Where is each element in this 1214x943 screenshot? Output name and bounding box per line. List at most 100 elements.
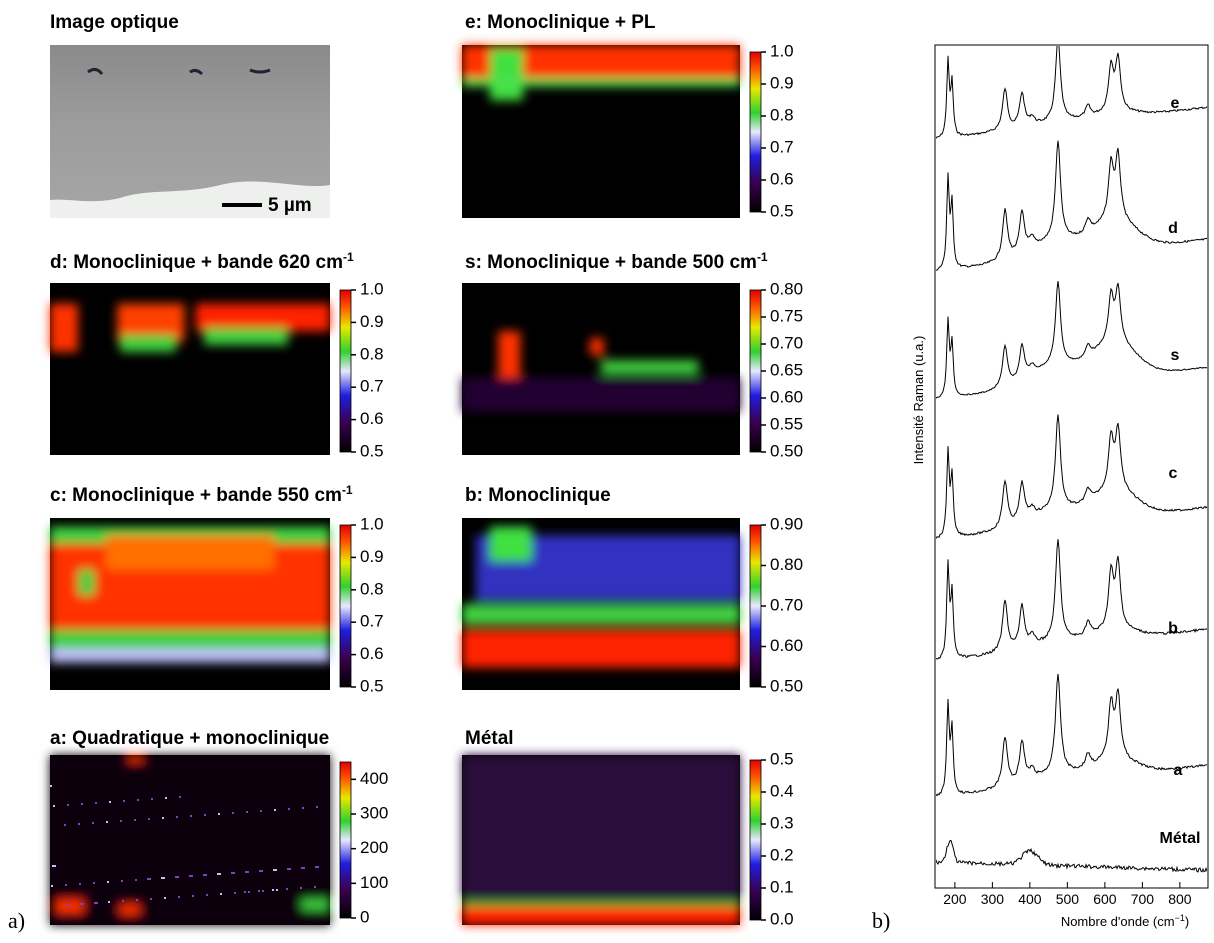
map-region (106, 535, 274, 570)
map-region (462, 901, 740, 907)
colorbar-tick-label: 0.1 (770, 877, 794, 896)
colorbar-tick-label: 0.6 (360, 409, 384, 428)
colorbar-tick-label: 0.75 (770, 306, 803, 325)
colorbar-tick-label: 0.8 (360, 344, 384, 363)
map-dot (261, 870, 263, 872)
map-dot (52, 865, 54, 867)
map-dot (192, 895, 194, 897)
x-axis-label-end: ) (1185, 914, 1189, 929)
map-dot (219, 873, 221, 875)
map-dot (66, 904, 68, 906)
map-region (120, 904, 140, 915)
map-content (462, 331, 740, 412)
map-dot (234, 892, 236, 894)
colorbar-tick-label: 0.9 (360, 547, 384, 566)
map-dot (164, 897, 166, 899)
colorbar (339, 524, 352, 688)
map-content (50, 526, 330, 663)
colorbar-tick-label: 400 (360, 769, 388, 788)
map-dot (301, 867, 303, 869)
colorbar-tick-label: 0 (360, 907, 369, 926)
map-dot (244, 891, 246, 893)
colorbar-tick-label: 0.60 (770, 387, 803, 406)
map-dot (205, 874, 207, 876)
panel-title: s: Monoclinique + bande 500 cm-1 (465, 250, 768, 273)
panel-label: a) (8, 908, 25, 933)
map-dot (275, 869, 277, 871)
colorbar-tick-label: 0.3 (770, 813, 794, 832)
colorbar-tick-label: 0.7 (360, 377, 384, 396)
colorbar-tick-label: 0.50 (770, 676, 803, 695)
spectrum-label: Métal (1160, 830, 1201, 847)
map-dot (303, 867, 305, 869)
spectrum (936, 140, 1207, 271)
map-dot (177, 876, 179, 878)
colorbar-tick-label: 0.2 (770, 845, 794, 864)
map-dot (300, 887, 302, 889)
spectrum (936, 839, 1207, 873)
colorbar-tick-label: 0.60 (770, 636, 803, 655)
map-region (462, 377, 740, 412)
map-dot (176, 816, 178, 818)
colorbar-tick-label: 0.0 (770, 909, 794, 928)
map-content (462, 755, 740, 925)
colorbar-tick-label: 0.80 (770, 555, 803, 574)
spectrum (936, 281, 1207, 399)
panel-title-text: e: Monoclinique + PL (465, 12, 656, 33)
colorbar (749, 51, 762, 213)
colorbar-tick-label: 0.50 (770, 441, 803, 460)
colorbar-tick-label: 0.55 (770, 414, 803, 433)
colorbar-tick-label: 0.9 (770, 73, 794, 92)
colorbar-tick-label: 0.6 (360, 644, 384, 663)
colorbar-tick-label: 0.4 (770, 781, 794, 800)
colorbar (339, 761, 352, 919)
colorbar-tick-label: 100 (360, 873, 388, 892)
map-dot (50, 785, 52, 787)
map-dot (67, 804, 69, 806)
map-region (55, 899, 84, 914)
map-dot (315, 866, 317, 868)
map-region (462, 755, 740, 900)
x-tick-label: 300 (981, 891, 1005, 907)
colorbar-tick-label: 1.0 (770, 41, 794, 60)
map-dot (191, 875, 193, 877)
spectrum-label: e (1171, 95, 1180, 112)
map-dot (260, 810, 262, 812)
map-region (120, 334, 176, 352)
panel-title-text: c: Monoclinique + bande 550 cm (50, 485, 342, 506)
colorbar-tick-label: 0.7 (770, 137, 794, 156)
colorbar-tick-label: 0.9 (360, 312, 384, 331)
map-dot (134, 819, 136, 821)
colorbar-tick-label: 0.70 (770, 595, 803, 614)
map-dot (206, 894, 208, 896)
spectrum (936, 46, 1207, 139)
map-dot (165, 797, 167, 799)
map-dot (231, 872, 233, 874)
colorbar-tick-label: 0.5 (360, 441, 384, 460)
map-region (204, 327, 288, 345)
map-dot (289, 868, 291, 870)
x-tick-label: 200 (943, 891, 967, 907)
map-dot (190, 815, 192, 817)
x-tick-label: 800 (1168, 891, 1192, 907)
map-dot (54, 865, 56, 867)
map-region (462, 604, 740, 625)
plot-frame (934, 44, 1209, 889)
map-dot (82, 903, 84, 905)
map-dot (245, 871, 247, 873)
colorbar-tick-label: 0.8 (770, 105, 794, 124)
colorbar-tick-label: 1.0 (360, 514, 384, 533)
map-dot (287, 868, 289, 870)
panel-title-text: b: Monoclinique (465, 485, 611, 506)
colorbar-tick-label: 300 (360, 803, 388, 822)
map-dot (135, 879, 137, 881)
map-dot (136, 899, 138, 901)
map-dot (92, 822, 94, 824)
colorbar-tick-label: 0.8 (360, 579, 384, 598)
map-dot (123, 800, 125, 802)
x-tick-label: 700 (1131, 891, 1155, 907)
map-dot (53, 805, 55, 807)
map-region (589, 338, 604, 356)
optical-defect (87, 67, 271, 76)
